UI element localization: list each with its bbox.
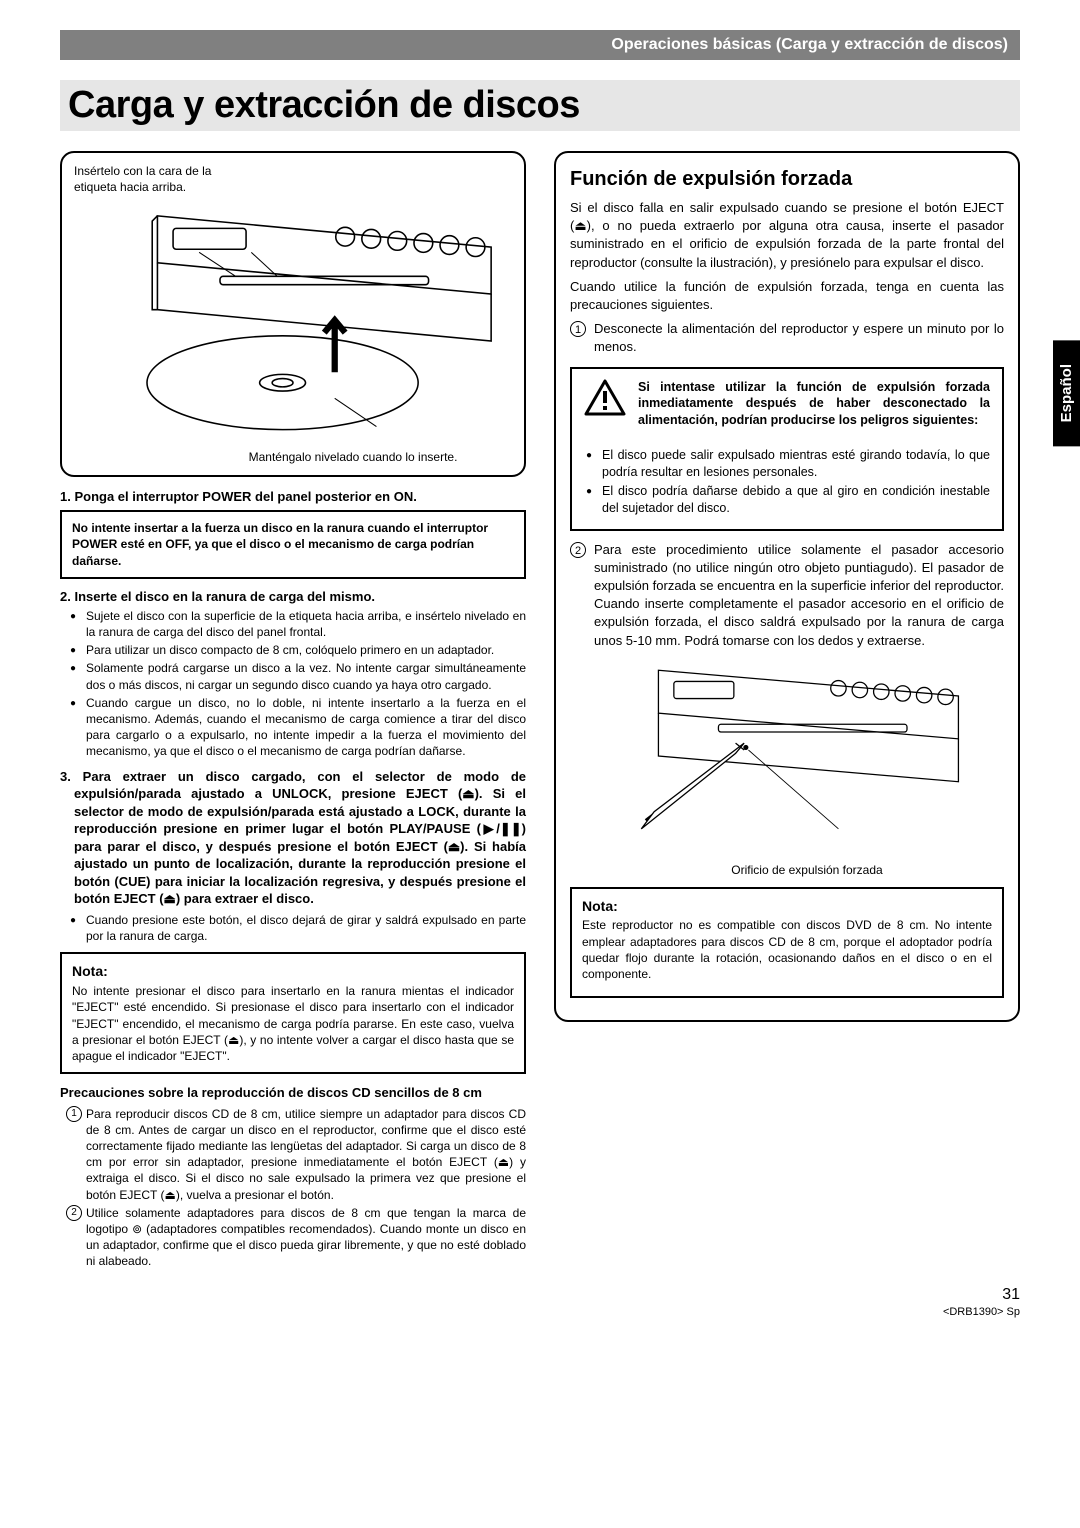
list-item: Sujete el disco con la superficie de la … — [86, 608, 526, 640]
precautions-list: Para reproducir discos CD de 8 cm, utili… — [60, 1106, 526, 1270]
caution-bullets: El disco puede salir expulsado mientras … — [584, 445, 990, 519]
step-1: 1. Ponga el interruptor POWER del panel … — [60, 489, 526, 504]
num1-text: Desconecte la alimentación del reproduct… — [594, 320, 1004, 356]
precautions-title: Precauciones sobre la reproducción de di… — [60, 1084, 526, 1102]
list-item: El disco puede salir expulsado mientras … — [602, 447, 990, 481]
step-3: 3. Para extraer un disco cargado, con el… — [60, 768, 526, 908]
num2-text: Para este procedimiento utilice solament… — [594, 541, 1004, 650]
fig2-caption: Orificio de expulsión forzada — [610, 862, 1004, 879]
note-title: Nota: — [582, 897, 992, 916]
list-item: Cuando presione este botón, el disco dej… — [86, 912, 526, 944]
right-intro-1: Si el disco falla en salir expulsado cua… — [570, 199, 1004, 272]
list-item: Para utilizar un disco compacto de 8 cm,… — [86, 642, 526, 658]
title-bar: Carga y extracción de discos — [60, 80, 1020, 131]
caution-box: Si intentase utilizar la función de expu… — [570, 367, 1004, 531]
circled-1-icon: 1 — [570, 321, 586, 337]
warning-box: No intente insertar a la fuerza un disco… — [60, 510, 526, 579]
note-title: Nota: — [72, 962, 514, 981]
forced-eject-title: Función de expulsión forzada — [570, 165, 1004, 193]
right-column: Función de expulsión forzada Si el disco… — [554, 151, 1020, 1272]
step3-bullets: Cuando presione este botón, el disco dej… — [60, 912, 526, 944]
fig1-label-right: Manténgalo nivelado cuando lo inserte. — [194, 450, 512, 466]
left-column: Insértelo con la cara de la etiqueta hac… — [60, 151, 526, 1272]
page-title: Carga y extracción de discos — [68, 84, 1012, 127]
warning-triangle-icon — [584, 379, 626, 417]
doc-code: <DRB1390> Sp — [60, 1306, 1020, 1318]
num-item-1: 1 Desconecte la alimentación del reprodu… — [570, 320, 1004, 356]
fig1-label-left: Insértelo con la cara de la etiqueta hac… — [74, 163, 240, 195]
note-box-left: Nota: No intente presionar el disco para… — [60, 952, 526, 1074]
note-box-right: Nota: Este reproductor no es compatible … — [570, 887, 1004, 999]
step-2: 2. Inserte el disco en la ranura de carg… — [60, 589, 526, 604]
list-item: El disco podría dañarse debido a que al … — [602, 483, 990, 517]
section-header: Operaciones básicas (Carga y extracción … — [60, 30, 1020, 60]
right-intro-2: Cuando utilice la función de expulsión f… — [570, 278, 1004, 314]
note-body: No intente presionar el disco para inser… — [72, 983, 514, 1064]
step2-bullets: Sujete el disco con la superficie de la … — [60, 608, 526, 760]
caution-heading: Si intentase utilizar la función de expu… — [638, 379, 990, 430]
list-item: Para reproducir discos CD de 8 cm, utili… — [86, 1106, 526, 1203]
page-number: 31 — [60, 1286, 1020, 1304]
device-illustration-1 — [74, 195, 512, 445]
circled-2-icon: 2 — [570, 542, 586, 558]
language-tab: Español — [1053, 340, 1080, 446]
num-item-2: 2 Para este procedimiento utilice solame… — [570, 541, 1004, 650]
device-illustration-2 — [607, 656, 967, 856]
list-item: Utilice solamente adaptadores para disco… — [86, 1205, 526, 1270]
list-item: Solamente podrá cargarse un disco a la v… — [86, 660, 526, 692]
note-body: Este reproductor no es compatible con di… — [582, 917, 992, 982]
list-item: Cuando cargue un disco, no lo doble, ni … — [86, 695, 526, 760]
figure-1-box: Insértelo con la cara de la etiqueta hac… — [60, 151, 526, 477]
